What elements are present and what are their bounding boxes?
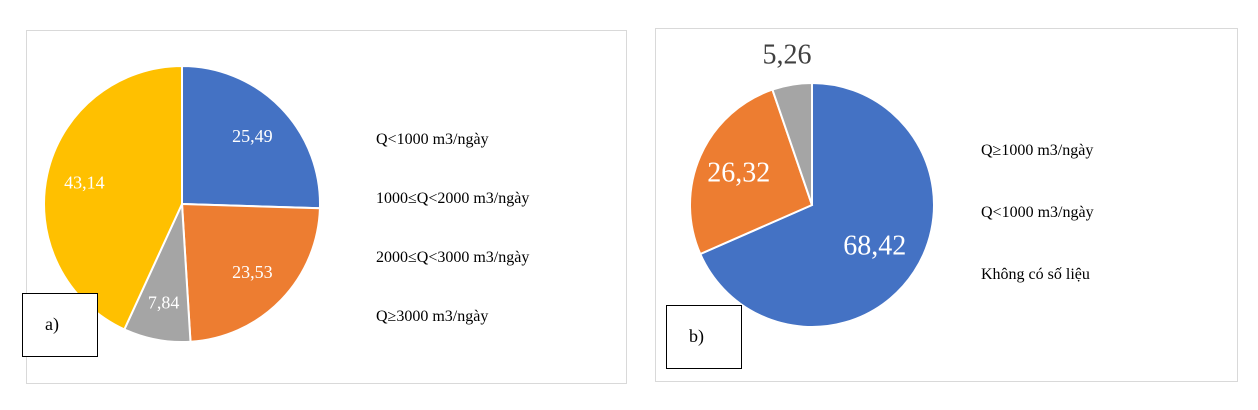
legend-label: Q<1000 m3/ngày [376,131,489,148]
pie-slice [689,88,814,256]
panel-label-a: a) [22,293,98,357]
pie-slice [181,64,321,210]
data-label: 7,84 [148,292,180,312]
panel-label-b: b) [666,305,742,369]
data-label: 68,42 [843,231,906,262]
data-label: 26,32 [707,157,770,188]
data-label: 23,53 [232,262,273,282]
legend-label: Q≥1000 m3/ngày [981,142,1094,159]
legend-label: 2000≤Q<3000 m3/ngày [376,249,530,266]
data-label: 43,14 [64,173,105,193]
legend-label: Q≥3000 m3/ngày [376,308,489,325]
pie-slice [698,81,935,328]
legend-label: Không có số liệu [981,266,1090,283]
pie-slice [180,202,321,343]
pie-slice [771,81,813,206]
data-label: 5,26 [762,40,811,71]
data-label: 25,49 [232,126,273,146]
legend-label: Q<1000 m3/ngày [981,204,1094,221]
legend-label: 1000≤Q<2000 m3/ngày [376,190,530,207]
